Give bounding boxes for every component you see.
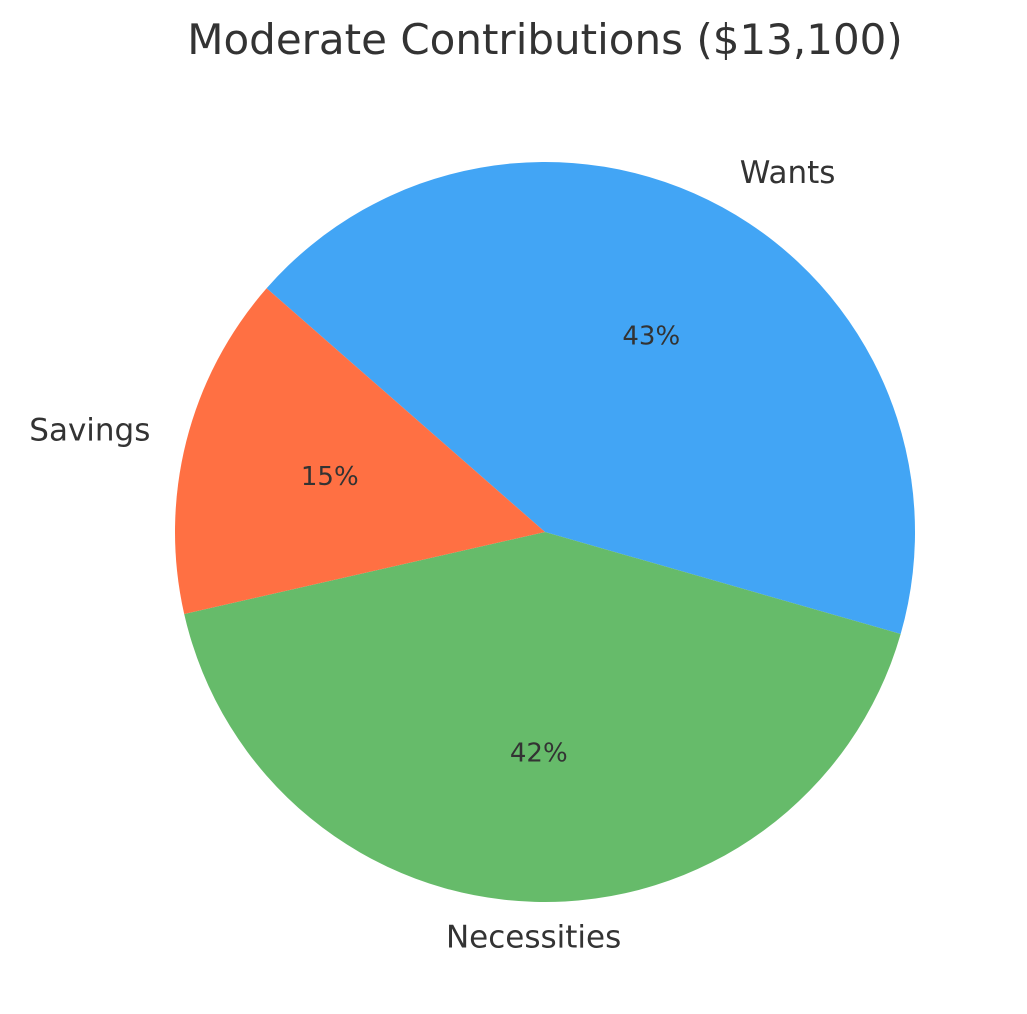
slice-percent-necessities: 42% [510, 738, 568, 768]
slice-label-savings: Savings [29, 413, 150, 449]
chart-title: Moderate Contributions ($13,100) [187, 15, 903, 64]
slice-percent-wants: 43% [622, 322, 680, 352]
pie-slice-wants [266, 161, 916, 634]
pie-slice-necessities [184, 532, 901, 903]
pie-slices [174, 161, 916, 903]
slice-label-wants: Wants [740, 155, 836, 191]
pie-labels: Wants 43% Necessities 42% Savings 15% [29, 155, 835, 955]
slice-percent-savings: 15% [301, 462, 359, 492]
slice-label-necessities: Necessities [446, 919, 621, 955]
pie-slice-savings [174, 288, 545, 614]
